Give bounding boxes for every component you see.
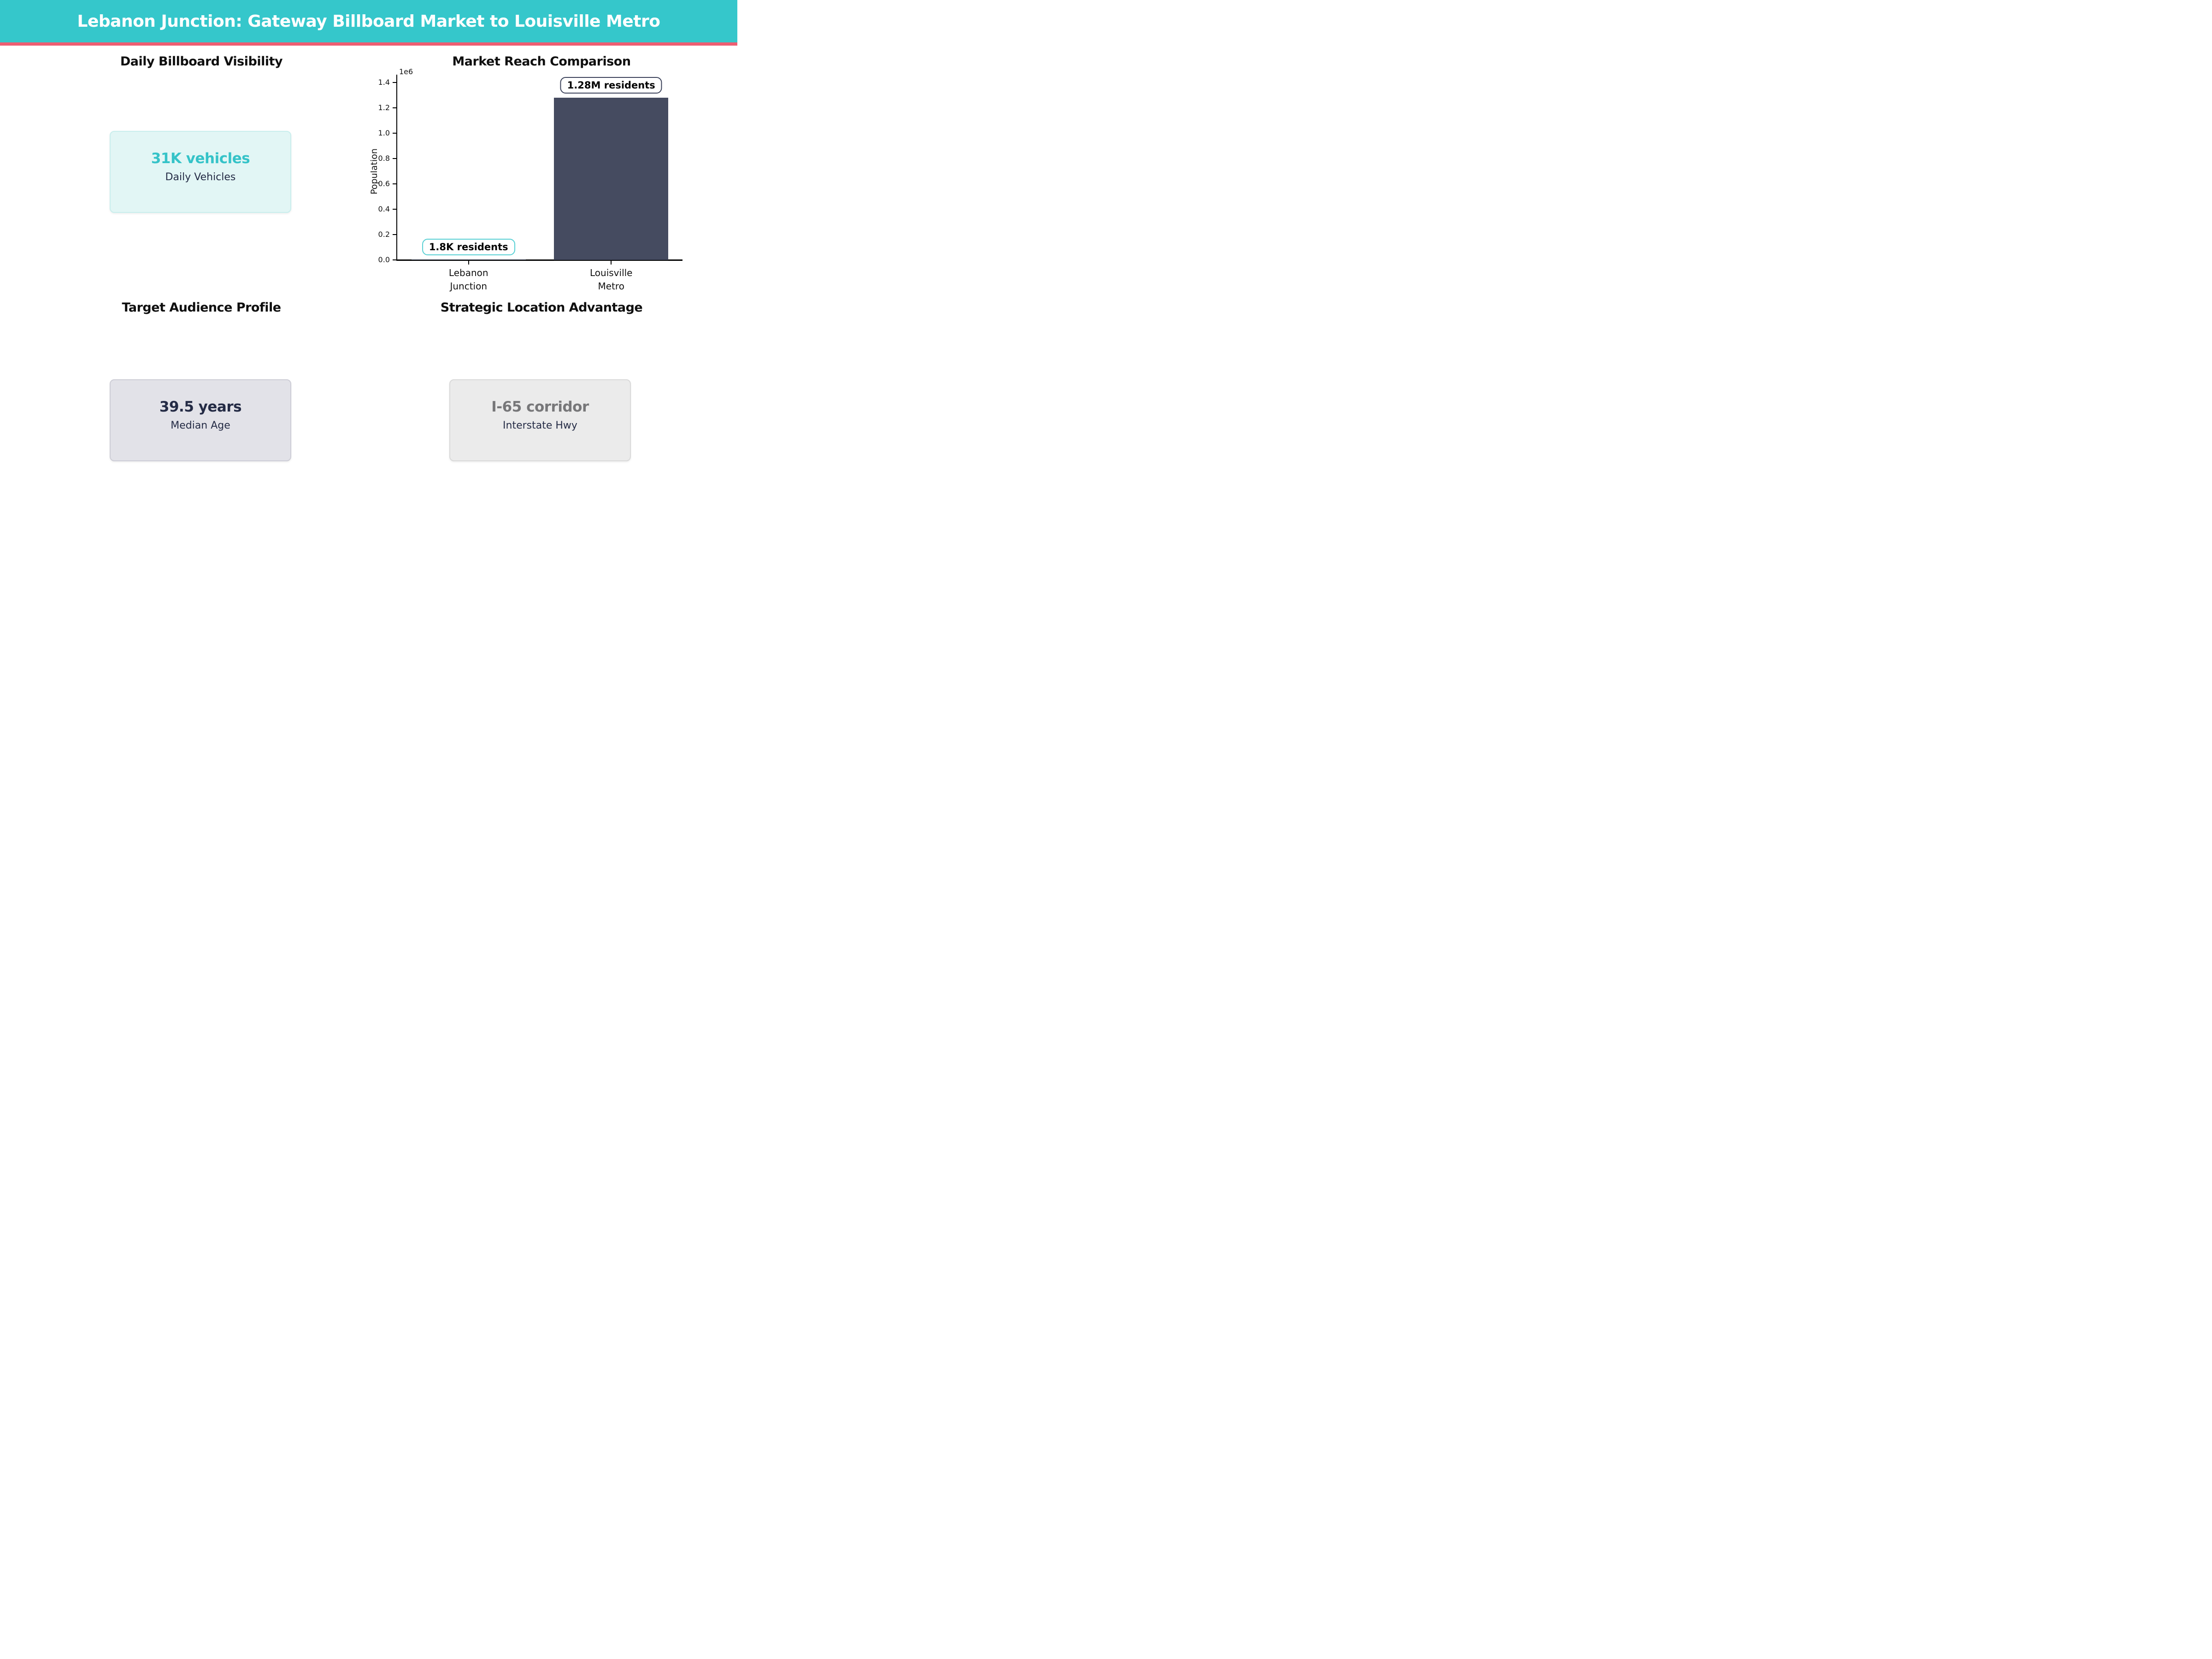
y-tick-mark bbox=[393, 133, 396, 134]
header-accent-strip bbox=[0, 42, 737, 46]
y-tick-label: 1.0 bbox=[378, 129, 390, 137]
y-tick-label: 0.4 bbox=[378, 205, 390, 213]
page-title: Lebanon Junction: Gateway Billboard Mark… bbox=[77, 12, 660, 31]
y-tick-mark bbox=[393, 259, 396, 260]
y-tick-label: 1.2 bbox=[378, 103, 390, 112]
y-tick-mark bbox=[393, 158, 396, 159]
heading-daily-billboard-visibility: Daily Billboard Visibility bbox=[120, 54, 283, 69]
heading-target-audience-profile: Target Audience Profile bbox=[122, 300, 281, 315]
bar-lebanon-junction bbox=[411, 259, 526, 260]
y-tick-mark bbox=[393, 183, 396, 184]
y-tick-label: 0.8 bbox=[378, 154, 390, 163]
interstate-corridor-label: Interstate Hwy bbox=[503, 420, 577, 431]
x-tick-label: Louisville Metro bbox=[590, 267, 633, 292]
annotation-1-28m-residents: 1.28M residents bbox=[560, 77, 662, 94]
daily-vehicles-label: Daily Vehicles bbox=[165, 171, 236, 183]
x-tick-label: Lebanon Junction bbox=[448, 267, 488, 292]
y-tick-label: 1.4 bbox=[378, 78, 390, 87]
daily-vehicles-card: 31K vehicles Daily Vehicles bbox=[110, 131, 291, 213]
x-tick-mark bbox=[611, 261, 612, 265]
y-tick-label: 0.2 bbox=[378, 230, 390, 239]
y-axis-title: Population bbox=[369, 148, 379, 194]
median-age-card: 39.5 years Median Age bbox=[110, 379, 291, 461]
y-tick-label: 0.0 bbox=[378, 255, 390, 264]
heading-strategic-location-advantage: Strategic Location Advantage bbox=[440, 300, 643, 315]
infographic-page: Lebanon Junction: Gateway Billboard Mark… bbox=[0, 0, 737, 553]
x-axis-spine bbox=[396, 259, 682, 261]
median-age-value: 39.5 years bbox=[159, 399, 242, 415]
interstate-corridor-value: I-65 corridor bbox=[491, 399, 589, 415]
bar-louisville-metro bbox=[554, 98, 669, 260]
heading-market-reach-comparison: Market Reach Comparison bbox=[452, 54, 631, 69]
y-tick-mark bbox=[393, 107, 396, 108]
daily-vehicles-value: 31K vehicles bbox=[151, 150, 250, 167]
median-age-label: Median Age bbox=[171, 420, 230, 431]
x-tick-mark bbox=[468, 261, 469, 265]
interstate-corridor-card: I-65 corridor Interstate Hwy bbox=[449, 379, 631, 461]
header-banner: Lebanon Junction: Gateway Billboard Mark… bbox=[0, 0, 737, 42]
y-tick-mark bbox=[393, 234, 396, 235]
y-tick-mark bbox=[393, 82, 396, 83]
y-axis-offset-label: 1e6 bbox=[399, 67, 413, 76]
y-axis-spine bbox=[396, 75, 397, 261]
annotation-1-8k-residents: 1.8K residents bbox=[422, 239, 515, 255]
y-tick-label: 0.6 bbox=[378, 179, 390, 188]
y-tick-mark bbox=[393, 209, 396, 210]
